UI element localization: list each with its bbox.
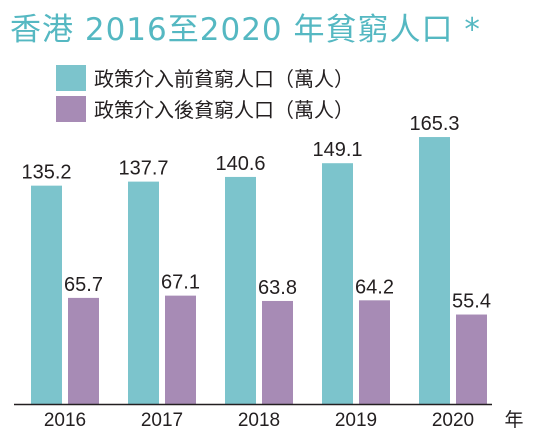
data-label-before-2017: 137.7 [118,158,168,180]
legend-swatch-after [56,95,86,122]
data-label-after-2017: 67.1 [161,272,200,294]
data-label-after-2020: 55.4 [452,291,491,313]
bar-before-2017 [128,181,159,404]
legend: 政策介入前貧窮人口（萬人） 政策介入後貧窮人口（萬人） [56,64,354,126]
x-tick-2017: 2017 [141,410,183,431]
bar-after-2016 [68,297,99,404]
x-tick-2016: 2016 [44,410,86,431]
data-label-before-2020: 165.3 [409,113,459,135]
bar-after-2017 [165,295,196,404]
bar-after-2018 [262,300,293,404]
chart-title: 香港 2016至2020 年貧窮人口 * [10,12,481,48]
data-label-before-2016: 135.2 [21,162,71,184]
data-label-before-2018: 140.6 [215,153,265,175]
bar-before-2020 [419,137,450,404]
x-tick-2019: 2019 [335,410,377,431]
x-axis-unit: 年 [504,409,523,431]
data-label-after-2019: 64.2 [355,276,394,298]
legend-label-before: 政策介入前貧窮人口（萬人） [94,67,354,91]
bar-after-2019 [359,300,390,404]
bar-after-2020 [456,314,487,404]
data-label-before-2019: 149.1 [312,139,362,161]
data-label-after-2016: 65.7 [64,274,103,296]
legend-item-after: 政策介入後貧窮人口（萬人） [56,95,354,122]
bar-before-2016 [31,185,62,404]
x-tick-2018: 2018 [238,410,280,431]
data-label-after-2018: 63.8 [258,277,297,299]
x-tick-2020: 2020 [432,410,474,431]
legend-swatch-before [56,64,86,91]
legend-label-after: 政策介入後貧窮人口（萬人） [94,98,354,122]
bar-before-2019 [322,163,353,404]
legend-item-before: 政策介入前貧窮人口（萬人） [56,64,354,91]
bar-before-2018 [225,176,256,404]
